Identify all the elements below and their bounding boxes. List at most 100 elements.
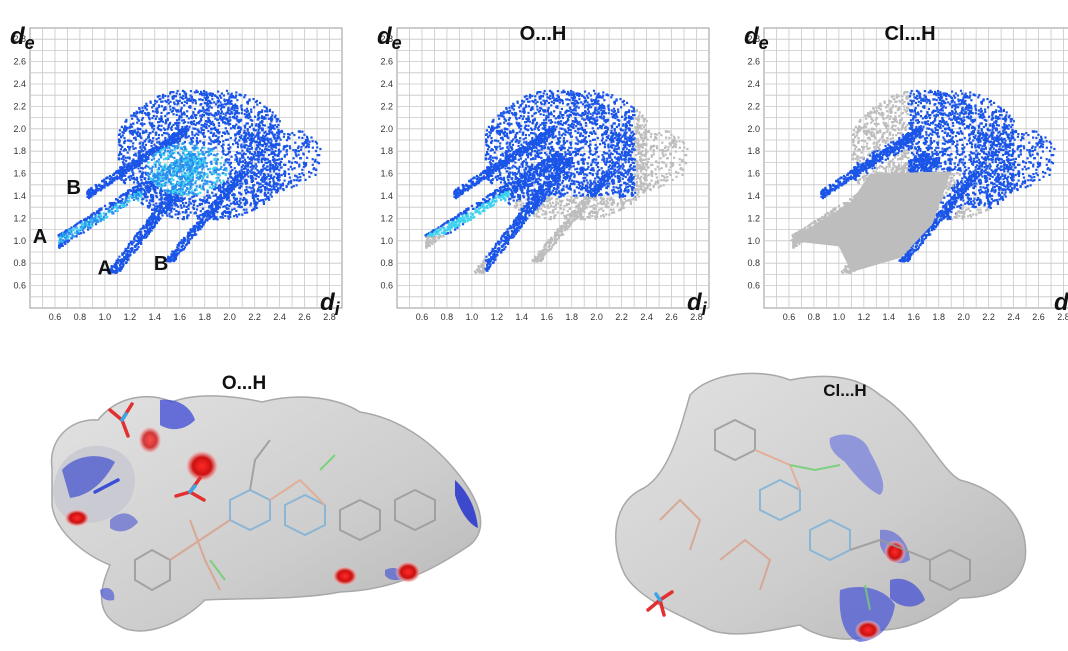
data-point [140,238,143,241]
data-point [170,135,173,138]
data-point [176,165,180,168]
data-point [198,130,201,134]
data-point [259,199,262,202]
data-point [202,188,205,191]
annotation-label: B [66,177,80,199]
data-point [245,202,248,205]
data-point [124,120,127,123]
data-point [244,126,247,129]
data-point [180,155,183,158]
data-point [215,118,219,121]
data-point [310,136,313,139]
data-point [135,193,138,196]
data-point [163,200,166,203]
data-point [115,259,118,262]
data-point [144,191,147,194]
data-point [307,146,310,149]
data-point [167,171,170,174]
data-point [270,164,273,167]
data-point [131,243,134,246]
data-point [94,192,97,196]
data-point [266,161,269,164]
data-point [206,113,209,116]
data-point [267,126,270,129]
data-point [125,249,129,253]
data-point [310,172,313,175]
data-point [210,150,213,153]
data-point [238,213,241,216]
data-point [192,192,195,195]
data-point [190,99,193,102]
data-point [134,138,137,141]
data-point [168,140,171,143]
data-point [238,139,241,142]
data-point [114,261,118,264]
data-point [147,219,150,222]
data-point [198,172,201,175]
data-point [273,133,276,136]
data-point [270,142,273,145]
data-point [73,231,76,234]
data-point [241,170,244,173]
data-point [298,173,301,176]
data-point [184,201,188,204]
data-point [178,181,181,184]
data-point [99,220,102,223]
data-point [125,159,128,162]
data-point [234,172,237,175]
data-point [142,224,145,227]
data-point [148,181,151,184]
data-point [126,259,129,262]
data-point [160,129,163,132]
data-point [132,188,135,191]
data-point [277,187,280,190]
data-point [212,127,215,130]
data-point [151,208,154,211]
data-point [258,131,261,134]
data-point [151,106,154,109]
data-point [142,150,145,153]
data-point [158,151,161,154]
data-point [124,199,127,202]
data-point [238,186,241,189]
data-point [264,198,267,201]
data-point [178,138,181,141]
data-point [235,94,238,97]
data-point [181,89,184,92]
data-point [261,127,264,130]
data-point [235,158,238,161]
data-point [92,220,95,224]
data-point [189,188,192,191]
data-point [244,164,247,167]
data-point [113,172,116,175]
data-point [209,142,212,146]
data-point [155,179,159,183]
data-point [66,237,69,240]
data-point [113,263,116,266]
data-point [253,184,256,187]
data-point [252,188,256,191]
data-point [150,158,153,161]
data-point [246,165,249,168]
data-point [189,106,192,109]
data-point [103,204,107,207]
data-point [202,143,205,146]
data-point [228,98,231,101]
data-point [179,128,182,131]
data-point [197,159,200,162]
data-point [288,137,291,140]
data-point [179,182,183,186]
data-point [144,166,147,169]
data-point [208,206,211,209]
data-point [225,206,228,209]
data-point [222,140,225,143]
data-point [181,217,184,221]
data-point [155,107,158,110]
data-point [234,107,237,110]
data-point [172,183,175,186]
data-point [85,221,88,225]
data-point [224,188,227,191]
data-point [168,212,171,215]
data-point [199,199,202,202]
data-point [249,144,252,147]
